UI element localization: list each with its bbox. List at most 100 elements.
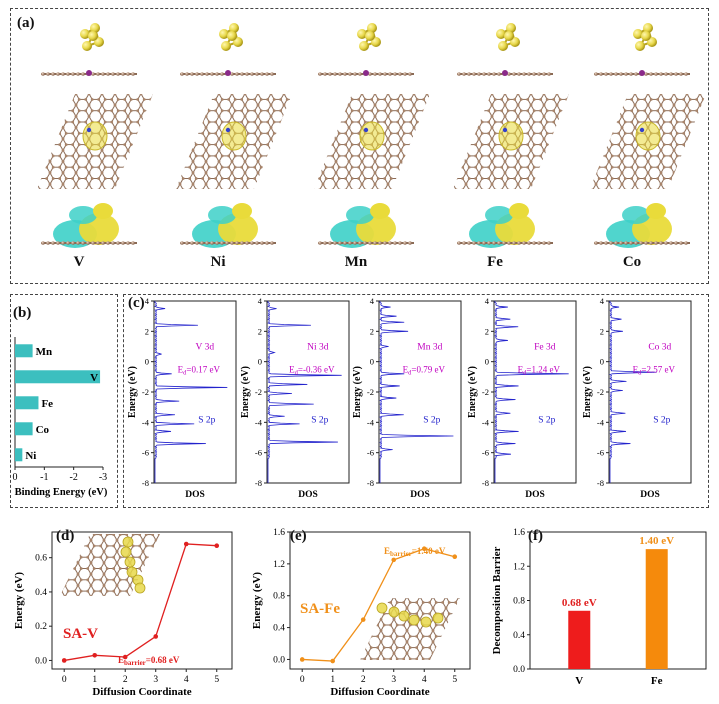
sulfur-atom (219, 29, 229, 39)
y-tick-label: 1.6 (513, 528, 525, 538)
carbon-atom (131, 241, 135, 245)
ed-subscript: d (408, 369, 412, 376)
carbon-atom (41, 241, 45, 245)
carbon-atom (388, 72, 392, 76)
y-tick-label: 0.6 (35, 554, 47, 564)
carbon-atom (121, 241, 125, 245)
carbon-atom (338, 72, 342, 76)
carbon-atom (684, 72, 688, 76)
y-tick-label: 0 (600, 357, 604, 367)
metal-label-co: Co (622, 254, 642, 270)
carbon-atom (482, 241, 486, 245)
carbon-atom (398, 72, 402, 76)
carbon-atom (477, 241, 481, 245)
carbon-atom (609, 72, 613, 76)
carbon-atom (265, 241, 269, 245)
carbon-atom (537, 241, 541, 245)
dos-chart-fe: 4 2 0 -2 -4 -6 -8 Energy (eV) DOS Fe 3d Ed=1.24 eV… (467, 296, 577, 500)
y-tick-label: 2 (258, 326, 262, 336)
carbon-atom (487, 72, 491, 76)
y-tick-label: -6 (142, 448, 149, 458)
ed-subscript: d (523, 369, 527, 376)
carbon-atom (111, 241, 115, 245)
sulfur-atom (88, 31, 98, 41)
carbon-atom (353, 72, 357, 76)
panel-b-frame: (b) Mn V Fe Co Ni 0 -1 -2 -3 Binding Energy (eV) (10, 294, 118, 508)
sheet-top-view-ni (176, 94, 292, 189)
barrier-symbol: E (118, 655, 124, 665)
carbon-atom (457, 241, 461, 245)
carbon-atom (250, 72, 254, 76)
top-view-v (41, 23, 137, 76)
bar-label-ni: Ni (25, 450, 36, 462)
sulfur-atom (635, 41, 645, 51)
dos-curve (267, 301, 342, 483)
nitrogen-atom (86, 127, 92, 133)
carbon-atom (328, 241, 332, 245)
carbon-atom (408, 241, 412, 245)
carbon-atom (659, 72, 663, 76)
carbon-atom (542, 241, 546, 245)
nitrogen-atom (639, 127, 645, 133)
ed-label: Ed=2.57 eV (633, 364, 676, 376)
carbon-atom (654, 72, 658, 76)
x-axis-title: DOS (185, 490, 205, 500)
carbon-atom (472, 241, 476, 245)
charge-depletion (622, 206, 650, 224)
y-tick-label: -8 (367, 478, 374, 488)
sa-fe-diffusion-chart: 0 1 2 3 4 5 0.0 0.4 0.8 1.2 1.6 Diffusion Coordinat… (251, 528, 471, 698)
series-label: SA-V (63, 626, 98, 642)
sulfur-atom (420, 616, 432, 628)
x-axis-title: DOS (525, 490, 545, 500)
carbon-atom (547, 241, 551, 245)
y-tick-label: 0.0 (513, 665, 525, 675)
charge-accumulation (232, 203, 252, 219)
x-tick-label: 1 (92, 675, 97, 685)
data-point (299, 657, 305, 662)
sulfur-cluster-top (635, 121, 661, 151)
y-axis-title: Decomposition Barrier (491, 546, 503, 654)
carbon-atom (393, 72, 397, 76)
carbon-atom (323, 241, 327, 245)
carbon-atom (121, 72, 125, 76)
carbon-atom (659, 241, 663, 245)
y-tick-label: 2 (370, 326, 374, 336)
sulfur-atom (126, 566, 138, 578)
bar-mn (15, 344, 33, 358)
barrier-value: =0.68 eV (146, 655, 180, 665)
carbon-atom (634, 72, 638, 76)
sulfur-atom (496, 29, 506, 39)
carbon-atom (96, 241, 100, 245)
barrier-value: =1.40 eV (412, 546, 446, 556)
carbon-atom (101, 72, 105, 76)
y-tick-label: -4 (255, 417, 263, 427)
s2p-label: S 2p (198, 415, 215, 425)
carbon-atom (348, 72, 352, 76)
data-point (61, 658, 67, 663)
charge-depletion (69, 206, 97, 224)
y-axis-title: Energy (eV) (467, 366, 478, 418)
ed-value: =2.57 eV (641, 364, 675, 374)
y-tick-label: -8 (482, 478, 489, 488)
panel-b-label: (b) (13, 305, 32, 321)
x-axis-title: DOS (410, 490, 430, 500)
carbon-atom (260, 241, 264, 245)
sulfur-atom (124, 556, 136, 568)
carbon-atom (383, 241, 387, 245)
sa-v-diffusion-chart: 0 1 2 3 4 5 0.0 0.2 0.4 0.6 Diffusion Coordinate En… (13, 531, 233, 698)
y-tick-label: 2 (485, 326, 489, 336)
y-tick-label: 0 (258, 357, 262, 367)
carbon-atom (517, 72, 521, 76)
carbon-atom (547, 72, 551, 76)
y-tick-label: -2 (255, 387, 262, 397)
carbon-atom (674, 241, 678, 245)
carbon-atom (260, 72, 264, 76)
charge-density-ni (180, 203, 276, 248)
sulfur-atom (643, 23, 653, 33)
plot-frame (51, 531, 233, 670)
carbon-atom (684, 241, 688, 245)
carbon-atom (594, 241, 598, 245)
y-tick-label: 1.6 (273, 528, 285, 538)
carbon-atom (235, 241, 239, 245)
panel-c-frame: (c) 4 2 0 -2 -4 -6 -8 Energy (eV) DOS V 3d Ed=0.17… (123, 294, 709, 508)
